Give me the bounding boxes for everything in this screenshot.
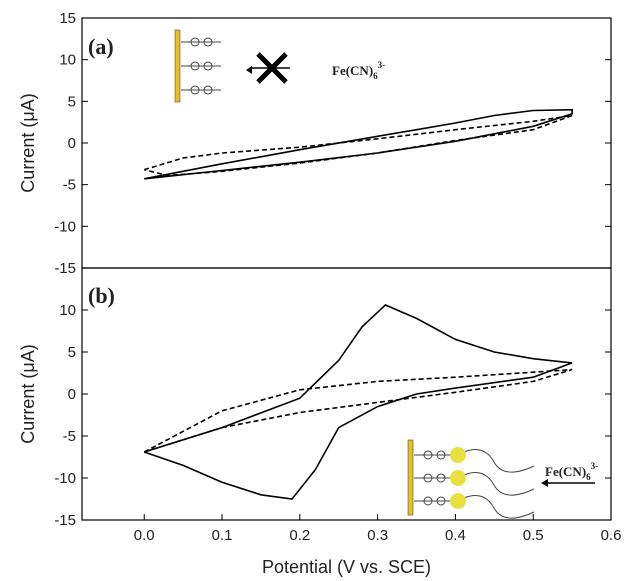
- plot-frame: [81, 267, 612, 521]
- y-tick-label: 10: [59, 302, 76, 319]
- y-tick-label: 0: [68, 386, 76, 403]
- x-tick-label: 0.2: [289, 527, 310, 544]
- cv-curve: [143, 114, 573, 177]
- cv-curve: [143, 304, 573, 500]
- y-tick-label: 15: [59, 10, 76, 27]
- y-tick-label: -5: [63, 177, 76, 194]
- annotation-sub: 6: [373, 71, 378, 81]
- panel-label: (b): [88, 283, 115, 308]
- cv-curve: [144, 108, 573, 180]
- y-tick-label: 0: [68, 135, 76, 152]
- plot-frame: [81, 17, 612, 269]
- y-tick-label: -10: [54, 470, 76, 487]
- y-tick-label: 10: [59, 52, 76, 69]
- x-tick-label: 0.3: [367, 527, 388, 544]
- y-axis-label: Current (μA): [18, 93, 38, 192]
- annotation-text: Fe(CN): [332, 63, 373, 78]
- x-tick-label: 0.1: [212, 527, 233, 544]
- y-tick-label: 5: [68, 344, 76, 361]
- annotation-sub: 6: [586, 472, 591, 482]
- x-tick-label: 0.4: [445, 527, 466, 544]
- y-tick-label: -15: [54, 260, 76, 277]
- x-axis-label: Potential (V vs. SCE): [262, 557, 431, 577]
- y-axis-label: Current (μA): [18, 344, 38, 443]
- y-tick-label: -5: [63, 428, 76, 445]
- annotation-text: Fe(CN): [545, 464, 586, 479]
- annotation: Fe(CN)63-: [332, 60, 385, 81]
- y-tick-label: 5: [68, 93, 76, 110]
- panel-label: (a): [88, 34, 114, 59]
- illustration-a: [174, 29, 290, 103]
- cv-curve: [143, 368, 573, 453]
- x-tick-label: 0.6: [601, 527, 622, 544]
- annotation-sup: 3-: [591, 461, 599, 471]
- annotation-sup: 3-: [378, 60, 386, 70]
- x-tick-label: 0.5: [523, 527, 544, 544]
- y-tick-label: -10: [54, 218, 76, 235]
- y-tick-label: -15: [54, 512, 76, 529]
- annotation: Fe(CN)63-: [545, 461, 598, 482]
- illustration-b: [407, 439, 595, 519]
- x-tick-label: 0.0: [134, 527, 155, 544]
